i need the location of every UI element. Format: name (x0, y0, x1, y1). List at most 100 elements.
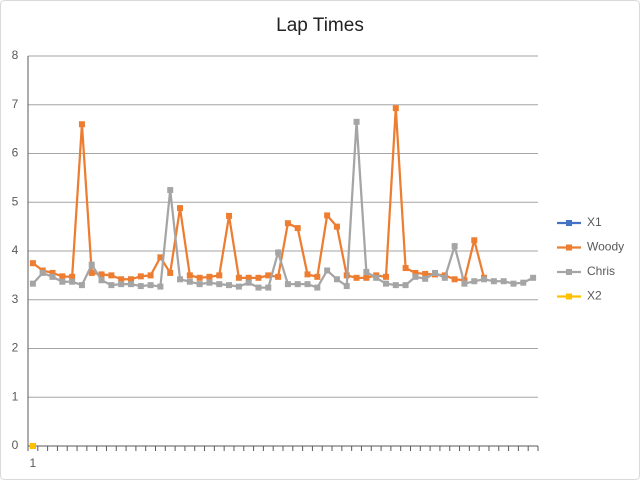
point-marker (226, 212, 233, 219)
point-marker (216, 272, 223, 279)
point-marker (343, 283, 350, 290)
legend-marker (566, 220, 572, 226)
legend-marker (566, 244, 572, 251)
legend-marker (566, 269, 572, 275)
point-marker (275, 273, 282, 280)
point-marker (461, 280, 468, 287)
point-marker (255, 284, 262, 291)
legend-label: Woody (587, 240, 624, 254)
legend-marker (566, 293, 572, 300)
point-marker (451, 243, 458, 250)
point-marker (137, 283, 144, 290)
point-marker (108, 282, 115, 289)
point-marker (98, 277, 105, 284)
point-marker (471, 278, 478, 285)
point-marker (294, 281, 301, 288)
point-marker (422, 275, 429, 282)
point-marker (108, 272, 115, 279)
point-marker (29, 443, 36, 449)
point-marker (147, 272, 154, 279)
legend-label: X2 (587, 289, 602, 303)
point-marker (432, 269, 439, 276)
point-marker (186, 278, 193, 285)
point-marker (78, 121, 85, 128)
point-marker (59, 273, 66, 280)
y-tick-label: 8 (12, 48, 19, 62)
point-marker (490, 278, 497, 285)
point-marker (402, 265, 409, 272)
point-marker (324, 267, 331, 274)
y-tick-label: 5 (12, 194, 19, 208)
point-marker (255, 274, 262, 281)
y-tick-label: 0 (12, 438, 19, 452)
point-marker (265, 284, 272, 291)
y-tick-label: 6 (12, 146, 19, 160)
point-marker (314, 284, 321, 291)
point-marker (333, 276, 340, 283)
point-marker (520, 279, 527, 286)
point-marker (333, 223, 340, 230)
point-marker (235, 274, 242, 281)
point-marker (216, 281, 223, 288)
point-marker (510, 280, 517, 287)
point-marker (29, 260, 36, 267)
y-tick-label: 7 (12, 97, 19, 111)
y-tick-label: 4 (12, 243, 19, 257)
point-marker (294, 225, 301, 232)
point-marker (500, 278, 507, 285)
point-marker (481, 276, 488, 283)
point-marker (49, 273, 56, 280)
point-marker (196, 281, 203, 288)
point-marker (69, 278, 76, 285)
point-marker (530, 274, 537, 281)
point-marker (59, 278, 66, 285)
legend-label: X1 (587, 215, 602, 229)
point-marker (382, 273, 389, 280)
series-line (32, 121, 534, 289)
point-marker (235, 283, 242, 290)
point-marker (402, 282, 409, 289)
point-marker (353, 274, 360, 281)
point-marker (177, 205, 184, 212)
point-marker (98, 271, 105, 278)
point-marker (88, 261, 95, 268)
legend-label: Chris (587, 264, 615, 278)
point-marker (353, 118, 360, 125)
point-marker (49, 269, 56, 276)
point-marker (284, 220, 291, 227)
point-marker (29, 280, 36, 287)
point-marker (157, 283, 164, 290)
point-marker (304, 281, 311, 288)
chart-title: Lap Times (276, 15, 364, 36)
point-marker (373, 274, 380, 281)
point-marker (206, 279, 213, 286)
point-marker (422, 270, 429, 277)
point-marker (284, 281, 291, 288)
point-marker (196, 274, 203, 281)
point-marker (441, 274, 448, 281)
x-tick-label: 1 (30, 456, 37, 470)
point-marker (167, 269, 174, 276)
point-marker (78, 282, 85, 289)
point-marker (127, 281, 134, 288)
point-marker (392, 105, 399, 112)
point-marker (314, 273, 321, 280)
point-marker (147, 282, 154, 289)
point-marker (304, 271, 311, 278)
point-marker (69, 273, 76, 280)
point-marker (118, 281, 125, 288)
point-marker (186, 272, 193, 279)
y-tick-label: 1 (12, 389, 19, 403)
point-marker (88, 269, 95, 276)
point-marker (177, 276, 184, 283)
point-marker (137, 273, 144, 280)
y-tick-label: 3 (12, 292, 19, 306)
point-marker (265, 272, 272, 279)
point-marker (412, 269, 419, 276)
point-marker (206, 273, 213, 280)
point-marker (451, 276, 458, 283)
point-marker (275, 249, 282, 256)
y-tick-label: 2 (12, 341, 19, 355)
